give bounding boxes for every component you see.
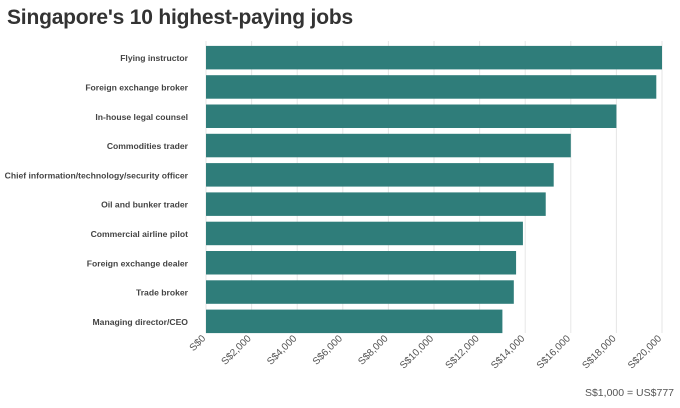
category-label: Flying instructor [120, 53, 188, 63]
category-label: Commodities trader [107, 141, 189, 151]
bar-commodities-trader [206, 133, 571, 158]
x-tick-label: S$6,000 [311, 333, 345, 367]
bar-foreign-exchange-dealer [206, 251, 517, 275]
bar-managing-director-ceo [206, 309, 503, 334]
x-tick-label: S$4,000 [265, 333, 299, 367]
currency-note: S$1,000 = US$777 [584, 387, 674, 399]
x-tick-label: S$2,000 [220, 333, 254, 367]
category-label: Foreign exchange dealer [87, 258, 189, 268]
category-label: In-house legal counsel [95, 112, 188, 122]
category-label: Trade broker [136, 288, 189, 298]
bar-in-house-legal-counsel [206, 104, 617, 128]
category-label: Chief information/technology/security of… [5, 170, 189, 180]
bar-chief-information-technology-security-officer [206, 163, 554, 187]
bar-trade-broker [206, 280, 514, 304]
bar-commercial-airline-pilot [206, 221, 523, 246]
chart-title: Singapore's 10 highest-paying jobs [7, 6, 353, 29]
x-tick-label: S$8,000 [356, 333, 390, 367]
bars [206, 45, 662, 334]
bar-flying-instructor [206, 45, 662, 70]
category-label: Oil and bunker trader [101, 200, 189, 210]
x-tick-label: S$20,000 [626, 333, 664, 371]
category-label: Commercial airline pilot [91, 229, 189, 239]
bar-foreign-exchange-broker [206, 75, 657, 99]
x-tick-label: S$14,000 [489, 333, 527, 371]
x-tick-label: S$12,000 [444, 333, 482, 371]
x-tick-label: S$0 [188, 333, 209, 354]
x-tick-label: S$16,000 [535, 333, 573, 371]
category-label: Managing director/CEO [93, 317, 189, 327]
category-label: Foreign exchange broker [85, 82, 188, 92]
x-tick-label: S$10,000 [398, 333, 436, 371]
bar-oil-and-bunker-trader [206, 192, 546, 216]
x-tick-label: S$18,000 [580, 333, 618, 371]
category-labels: Flying instructor Foreign exchange broker… [5, 53, 189, 327]
x-axis-tick-labels: S$0 S$2,000 S$4,000 S$6,000 S$8,000 S$10,000 S… [188, 333, 665, 371]
